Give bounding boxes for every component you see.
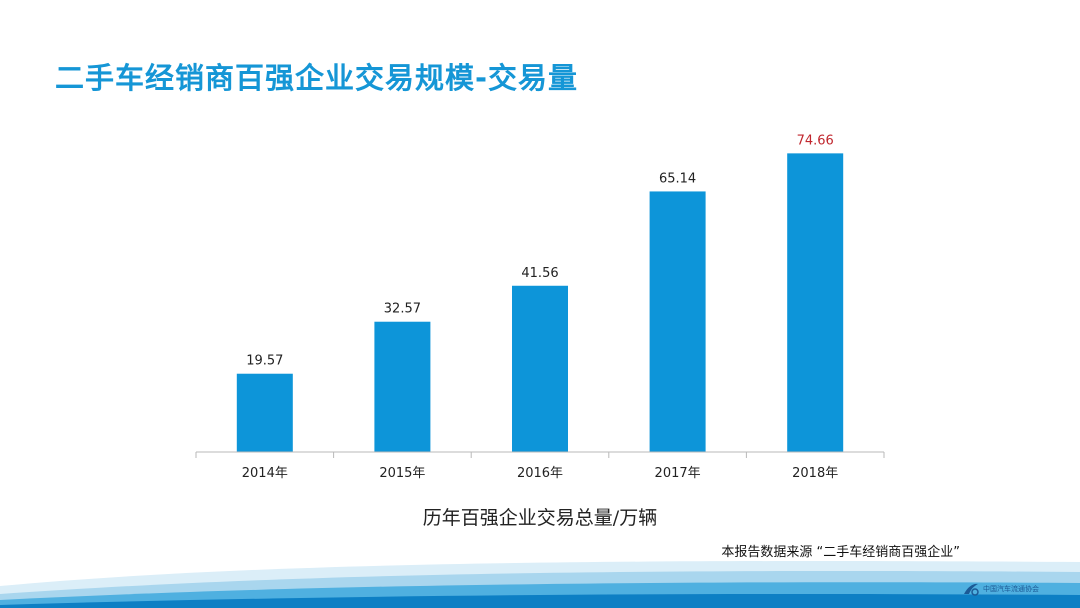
x-tick-label-4: 2017年 xyxy=(655,466,701,481)
logo-mark-icon xyxy=(964,583,979,596)
bar-4 xyxy=(649,191,706,452)
data-label-2: 32.57 xyxy=(384,302,421,317)
slide-title: 二手车经销商百强企业交易规模-交易量 xyxy=(55,61,579,95)
bar-1 xyxy=(236,373,293,452)
data-label-1: 19.57 xyxy=(246,354,283,369)
footer-wave-decoration xyxy=(0,561,1080,608)
data-label-3: 41.56 xyxy=(521,266,558,281)
bars-layer: 19.57 32.57 41.56 65.14 74.66 xyxy=(236,133,844,453)
source-note: 本报告数据来源 “二手车经销商百强企业” xyxy=(721,545,960,560)
x-tick-label-2: 2015年 xyxy=(379,466,425,481)
data-label-4: 65.14 xyxy=(659,171,696,186)
x-tick-label-3: 2016年 xyxy=(517,466,563,481)
x-tick-label-5: 2018年 xyxy=(792,466,838,481)
bar-2 xyxy=(374,321,431,452)
data-label-5: 74.66 xyxy=(797,133,834,148)
logo-text: 中国汽车流通协会 xyxy=(983,585,1039,593)
x-tick-label-1: 2014年 xyxy=(242,466,288,481)
ticks-layer: 2014年 2015年 2016年 2017年 2018年 xyxy=(195,452,885,481)
chart-caption: 历年百强企业交易总量/万辆 xyxy=(422,507,658,529)
bar-5 xyxy=(787,153,844,453)
bar-3 xyxy=(512,285,568,452)
logo: 中国汽车流通协会 xyxy=(962,580,1039,598)
